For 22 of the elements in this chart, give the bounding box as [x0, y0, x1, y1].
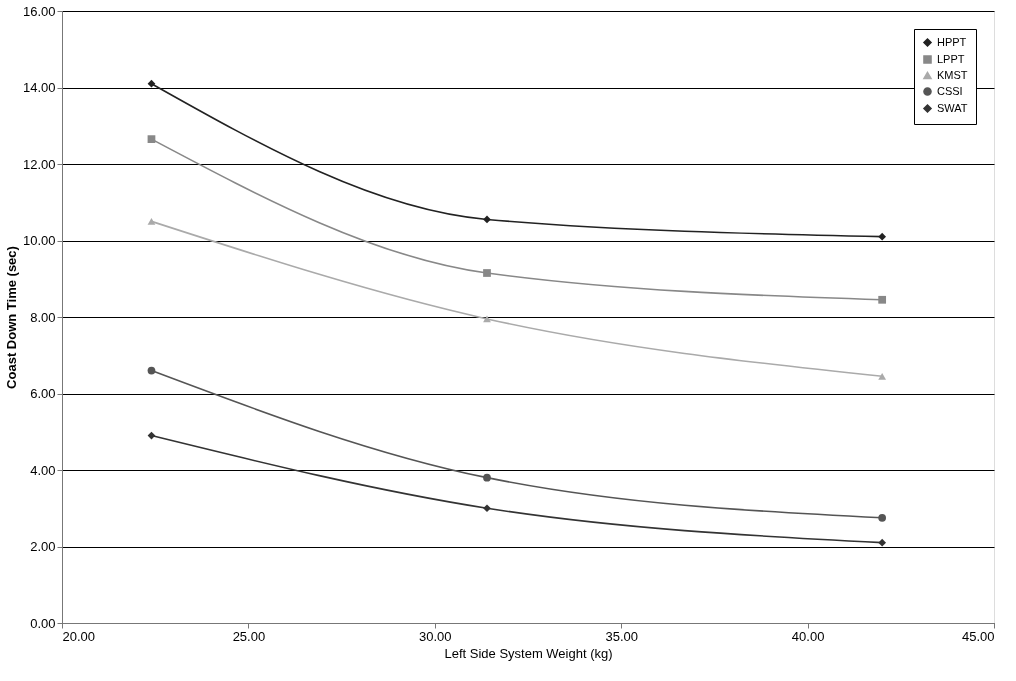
- x-tick-label: 20.00: [62, 628, 96, 644]
- y-tick-label: 4.00: [30, 462, 56, 478]
- y-tick-label: 2.00: [30, 539, 56, 554]
- x-tick-label: 30.00: [419, 628, 452, 644]
- x-axis-title: Left Side System Weight (kg): [444, 645, 613, 661]
- y-axis-title: Coast Down Time (sec): [3, 246, 19, 389]
- legend-label: CSSI: [937, 84, 963, 97]
- legend-label: HPPT: [937, 35, 967, 48]
- legend-label: SWAT: [937, 101, 968, 114]
- legend-label: KMST: [937, 68, 968, 81]
- x-tick-label: 45.00: [961, 628, 995, 644]
- y-tick-label: 14.00: [22, 80, 56, 95]
- x-tick-label: 25.00: [232, 628, 266, 644]
- x-tick-label: 40.00: [791, 628, 825, 644]
- y-tick-label: 6.00: [30, 386, 56, 401]
- legend-label: LPPT: [937, 52, 965, 65]
- y-tick-label: 0.00: [30, 615, 56, 631]
- y-tick-label: 12.00: [22, 156, 56, 172]
- y-tick-label: 16.00: [22, 3, 56, 19]
- y-tick-label: 8.00: [30, 309, 56, 325]
- x-tick-label: 35.00: [605, 628, 638, 644]
- y-tick-label: 10.00: [22, 233, 56, 248]
